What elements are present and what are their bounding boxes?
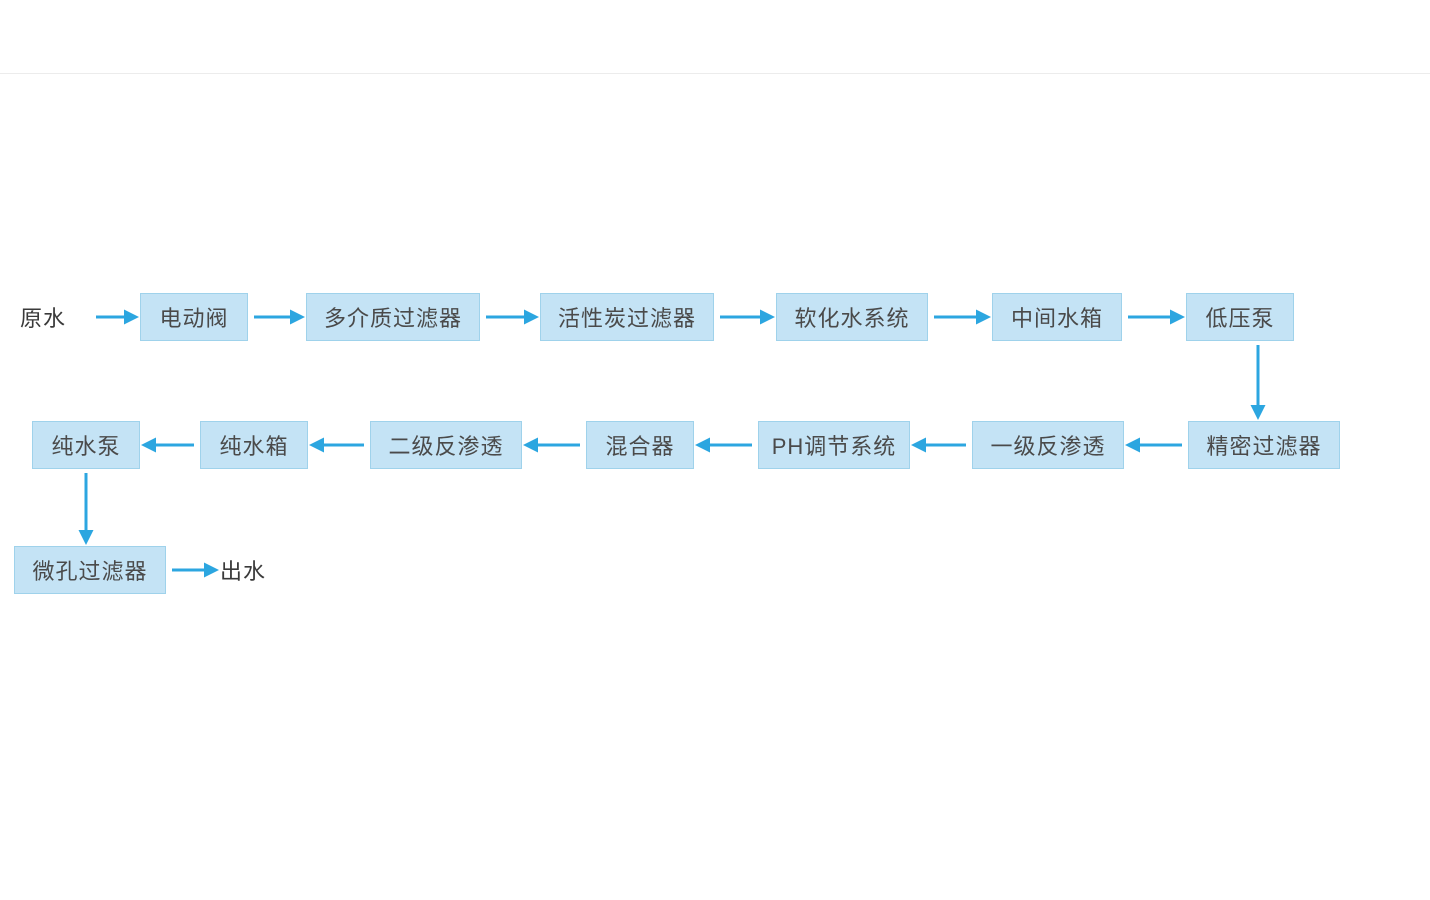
flowchart-node-lowpump: 低压泵	[1186, 293, 1294, 341]
flowchart-node-midtank: 中间水箱	[992, 293, 1122, 341]
flowchart-node-raw: 原水	[20, 293, 90, 341]
flowchart-node-mixer: 混合器	[586, 421, 694, 469]
flowchart-node-purepump: 纯水泵	[32, 421, 140, 469]
flowchart-node-soften: 软化水系统	[776, 293, 928, 341]
flowchart-node-carbon: 活性炭过滤器	[540, 293, 714, 341]
flowchart-node-ph: PH调节系统	[758, 421, 910, 469]
divider-line	[0, 73, 1430, 74]
flowchart-node-ro1: 一级反渗透	[972, 421, 1124, 469]
flowchart-node-puretank: 纯水箱	[200, 421, 308, 469]
flowchart-node-ro2: 二级反渗透	[370, 421, 522, 469]
flowchart-node-out: 出水	[220, 546, 290, 594]
flowchart-node-precise: 精密过滤器	[1188, 421, 1340, 469]
flowchart-node-micro: 微孔过滤器	[14, 546, 166, 594]
flowchart-node-multi: 多介质过滤器	[306, 293, 480, 341]
flowchart-node-valve: 电动阀	[140, 293, 248, 341]
